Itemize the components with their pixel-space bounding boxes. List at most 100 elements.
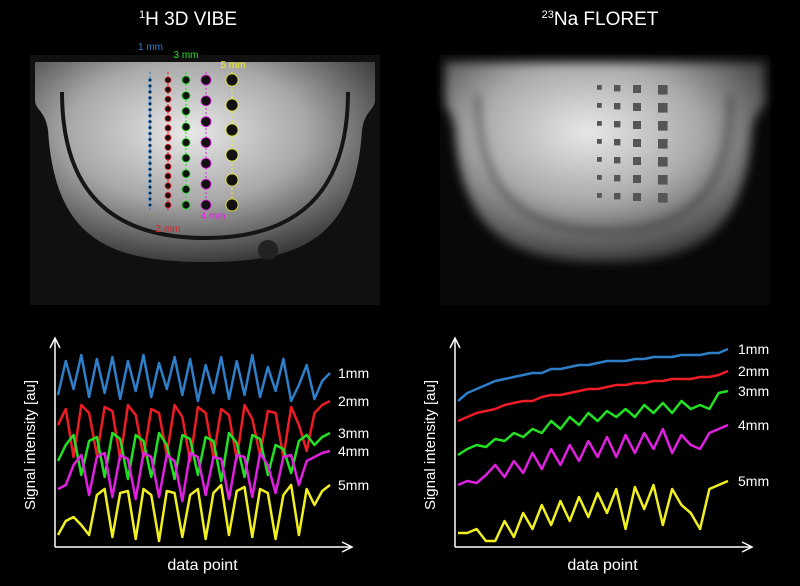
image-title: 23Na FLORET: [542, 9, 659, 30]
phantom-dot: [200, 157, 212, 169]
legend-label: 1mm: [338, 365, 369, 381]
phantom-dot: [658, 139, 668, 149]
phantom-dot: [200, 116, 212, 128]
phantom-dot: [164, 172, 172, 180]
phantom-dot: [633, 193, 641, 201]
phantom-dot: [633, 139, 641, 147]
image-title: 1H 3D VIBE: [139, 9, 237, 30]
phantom-dot: [597, 157, 602, 162]
y-axis-label: Signal intensity [au]: [22, 380, 39, 510]
series-line: [56, 399, 331, 463]
series-line: [457, 389, 729, 457]
phantom-dot: [148, 149, 152, 154]
series-line: [57, 449, 331, 503]
phantom-dot: [614, 121, 621, 128]
series-line: [56, 483, 331, 543]
phantom-dot: [148, 173, 152, 178]
phantom-dot: [164, 182, 172, 190]
phantom-dot: [633, 157, 641, 165]
legend-label: 3mm: [738, 383, 769, 399]
phantom-dot: [164, 115, 172, 122]
phantom-dot: [164, 95, 172, 103]
phantom-dot: [181, 106, 191, 116]
phantom-dot: [200, 199, 212, 211]
legend-label: 2mm: [338, 393, 369, 409]
isotope: 23: [542, 9, 554, 21]
phantom-dot: [164, 153, 172, 161]
isotope: 1: [139, 9, 145, 21]
legend-label: 4mm: [738, 417, 769, 433]
phantom-dot: [633, 175, 641, 183]
phantom-dot: [614, 175, 621, 182]
phantom-dot: [164, 124, 172, 132]
phantom-dot: [148, 185, 152, 190]
mri-image-right: [440, 55, 770, 305]
phantom-dot: [597, 139, 602, 144]
phantom-dot: [200, 74, 212, 86]
phantom-dot: [181, 91, 191, 101]
phantom-dot: [148, 131, 152, 136]
series-line: [457, 423, 729, 487]
phantom-dot: [148, 125, 152, 130]
series-line: [56, 353, 331, 403]
phantom-dot: [597, 193, 602, 198]
phantom-dot: [164, 143, 172, 151]
phantom-dot: [225, 98, 239, 112]
phantom-dot: [200, 178, 212, 190]
phantom-dot: [148, 143, 152, 148]
legend-label: 4mm: [338, 443, 369, 459]
series-line: [458, 479, 729, 543]
phantom-dot: [148, 137, 152, 142]
phantom-dot: [633, 85, 641, 93]
phantom-dot: [597, 121, 602, 126]
phantom-dot: [148, 179, 152, 184]
legend-label: 2mm: [738, 363, 769, 379]
annotation: 3 mm: [174, 50, 199, 61]
phantom-dot: [148, 161, 152, 166]
phantom-dot: [164, 86, 172, 94]
series-line: [457, 347, 729, 402]
legend-label: 5mm: [738, 473, 769, 489]
phantom-dot: [225, 173, 239, 187]
phantom-dot: [658, 85, 668, 95]
phantom-dot: [225, 198, 239, 212]
phantom-dot: [614, 157, 621, 164]
y-arrow: [449, 336, 461, 349]
phantom-dot: [148, 78, 152, 82]
phantom-dot: [658, 103, 668, 113]
phantom-dot: [148, 191, 152, 195]
phantom-dot: [148, 203, 152, 207]
phantom-dot: [148, 90, 152, 94]
x-axis-label: data point: [567, 557, 638, 574]
phantom-dot: [181, 122, 191, 132]
phantom-dot: [181, 169, 191, 179]
x-arrow: [341, 541, 354, 553]
y-arrow: [49, 336, 61, 349]
phantom-dot: [225, 73, 239, 87]
phantom-dot: [181, 138, 191, 147]
phantom-dot: [164, 163, 172, 170]
legend-label: 5mm: [338, 477, 369, 493]
phantom-dot: [658, 121, 668, 131]
phantom-dot: [658, 175, 668, 185]
phantom-dot: [597, 175, 602, 180]
phantom-dot: [181, 200, 191, 210]
phantom-dot: [148, 119, 152, 124]
phantom-dot: [148, 113, 152, 118]
mri-image-left: [30, 55, 380, 305]
x-axis-label: data point: [167, 557, 238, 574]
series-line: [457, 369, 729, 423]
sequence: H 3D VIBE: [145, 9, 237, 30]
phantom-dot: [658, 193, 668, 203]
y-axis-label: Signal intensity [au]: [422, 380, 439, 510]
legend-label: 1mm: [738, 341, 769, 357]
phantom-dot: [164, 191, 172, 199]
phantom-dot: [164, 105, 172, 113]
annotation: 5 mm: [221, 60, 246, 71]
phantom-dot: [148, 107, 152, 112]
phantom-dot: [614, 85, 621, 92]
phantom-dot: [597, 103, 602, 108]
annotation: 1 mm: [138, 42, 163, 53]
phantom-dot: [164, 201, 172, 209]
phantom-dot: [597, 85, 602, 90]
